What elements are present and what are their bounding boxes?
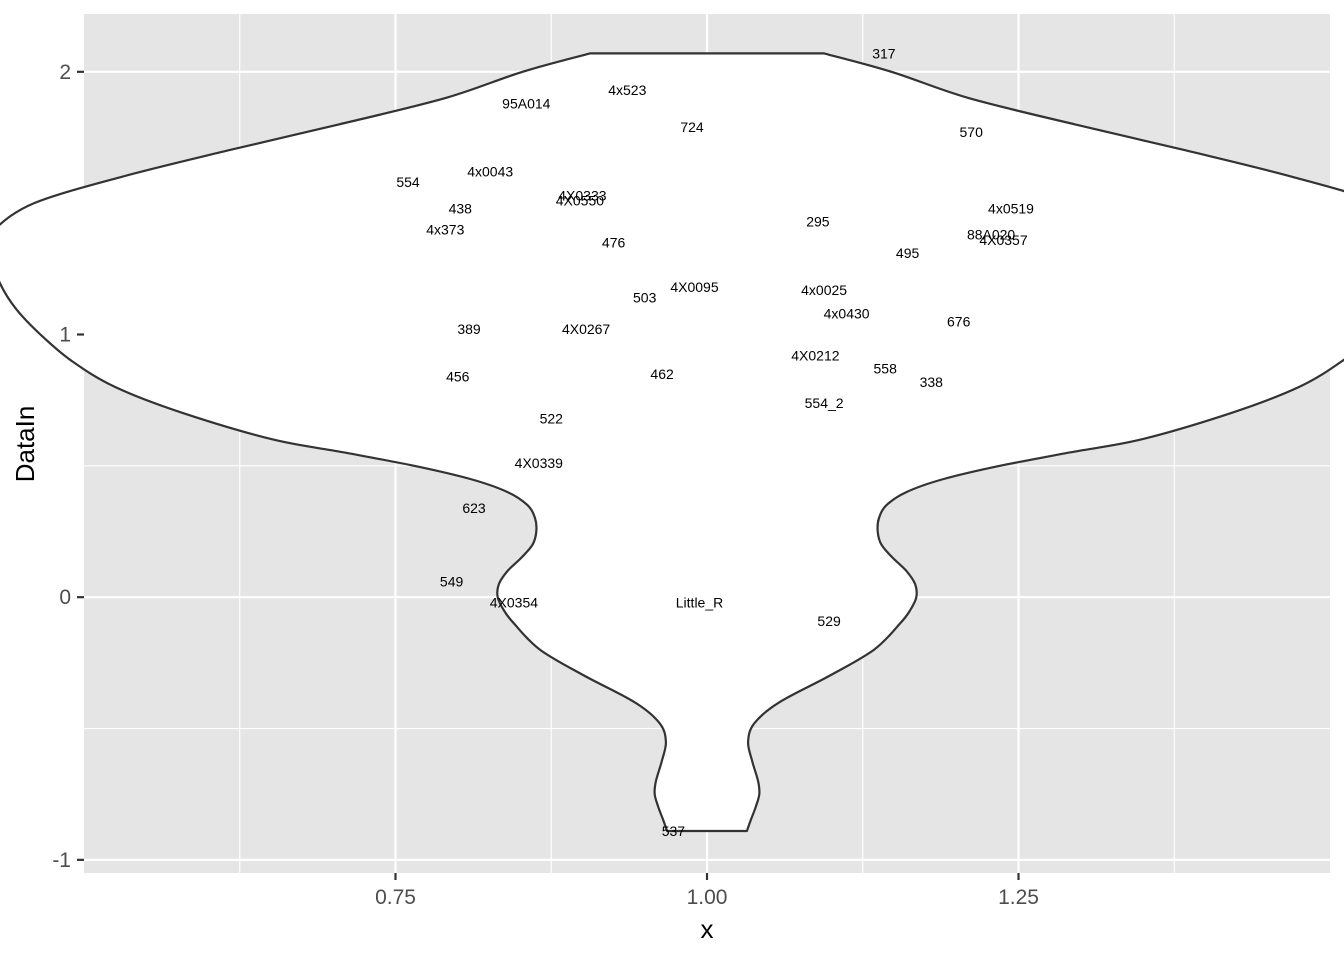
- point-label: 317: [872, 45, 896, 61]
- point-label: 549: [440, 573, 464, 589]
- y-tick-label: 1: [59, 323, 71, 346]
- point-label: 537: [662, 823, 686, 839]
- x-tick-label: 1.00: [687, 886, 728, 909]
- point-label: 4x373: [426, 221, 464, 237]
- point-label: Little_R: [676, 594, 723, 610]
- point-label: 4X0212: [791, 348, 839, 364]
- violin-shape: [0, 52, 1344, 833]
- y-axis-title: DataIn: [10, 406, 40, 483]
- point-label: 295: [806, 214, 830, 230]
- point-label: 462: [650, 366, 674, 382]
- point-label: 95A014: [502, 95, 550, 111]
- point-label: 4X0354: [490, 594, 538, 610]
- point-label: 4x0430: [824, 306, 870, 322]
- point-label: 476: [602, 235, 626, 251]
- y-tick-label: 0: [59, 586, 71, 609]
- point-label: 503: [633, 290, 657, 306]
- point-label: 554: [396, 174, 420, 190]
- point-label: 724: [680, 119, 704, 135]
- y-axis: -1 0 1 2: [52, 61, 84, 872]
- point-label: 522: [540, 411, 564, 427]
- point-label: 623: [462, 500, 486, 516]
- x-axis-title: x: [701, 914, 714, 944]
- point-label: 4x0025: [801, 282, 847, 298]
- x-tick-label: 1.25: [998, 886, 1039, 909]
- point-label: 529: [817, 613, 841, 629]
- point-label: 456: [446, 369, 470, 385]
- point-label: 4X0333: [558, 187, 606, 203]
- point-label: 4X0550: [556, 193, 604, 209]
- point-label: 554_2: [805, 395, 844, 411]
- point-label: 4X0339: [515, 455, 563, 471]
- point-label: 676: [947, 313, 971, 329]
- point-labels: 317 4x523 95A014 724 570 4x0043 554 4X03334X055…: [396, 45, 1034, 839]
- x-axis: 0.75 1.00 1.25: [375, 873, 1039, 909]
- point-label: 338: [920, 374, 944, 390]
- point-label: 88A020: [967, 227, 1015, 243]
- y-tick-label: 2: [59, 61, 71, 84]
- point-label: 438: [449, 200, 473, 216]
- point-label: 570: [960, 124, 984, 140]
- point-label: 495: [896, 245, 920, 261]
- y-tick-label: -1: [52, 849, 71, 872]
- point-label: 4x0043: [467, 164, 513, 180]
- point-label: 4x523: [608, 82, 646, 98]
- point-label: 4X0095: [670, 279, 718, 295]
- point-label: 389: [457, 321, 481, 337]
- x-tick-label: 0.75: [375, 886, 416, 909]
- point-label: 4X0357: [979, 232, 1027, 248]
- point-label: 4x0519: [988, 200, 1034, 216]
- point-label: 558: [874, 361, 898, 377]
- point-label: 4X0267: [562, 321, 610, 337]
